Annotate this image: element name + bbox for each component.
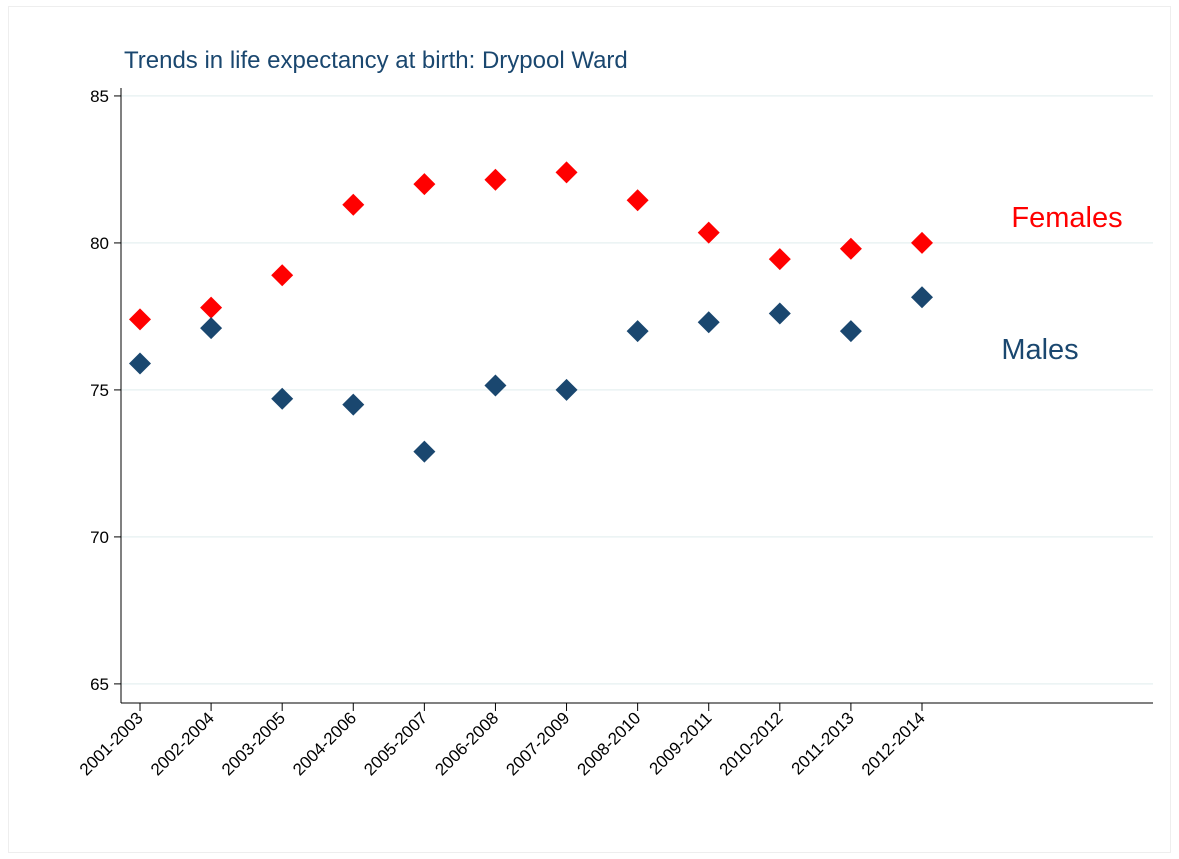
point [697, 311, 720, 334]
y-tick-label: 70 [90, 528, 109, 547]
series-label: Females [1011, 202, 1122, 234]
point [768, 302, 791, 325]
point [413, 173, 436, 196]
point [555, 161, 578, 184]
y-tick-label: 65 [90, 675, 109, 694]
point [200, 317, 223, 340]
point [839, 237, 862, 260]
y-tick-label: 80 [90, 234, 109, 253]
chart-title: Trends in life expectancy at birth: Dryp… [124, 47, 628, 74]
series-label: Males [1001, 334, 1078, 366]
point [697, 221, 720, 244]
point [768, 248, 791, 271]
point [413, 440, 436, 463]
point [484, 168, 507, 191]
point [626, 320, 649, 343]
frame [8, 6, 1171, 853]
point [626, 189, 649, 212]
point [910, 286, 933, 309]
point [910, 231, 933, 254]
point [342, 193, 365, 216]
point [484, 374, 507, 397]
y-tick-label: 85 [90, 87, 109, 106]
point [839, 320, 862, 343]
point [271, 387, 294, 410]
point [271, 264, 294, 287]
point [129, 308, 151, 331]
point [129, 352, 151, 375]
y-tick-label: 75 [90, 381, 109, 400]
point [555, 378, 578, 401]
point [342, 393, 365, 416]
point [200, 296, 223, 319]
